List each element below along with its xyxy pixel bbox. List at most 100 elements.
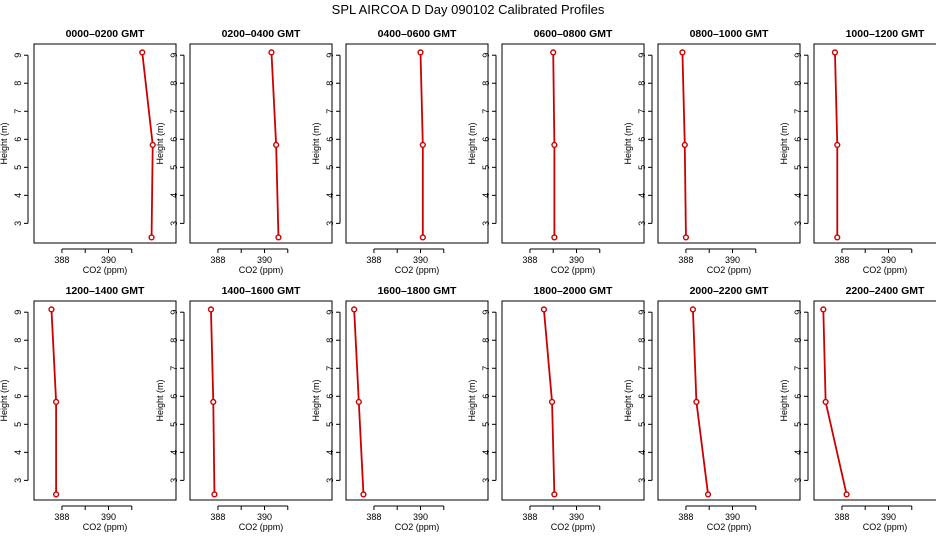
y-tick-label: 7	[637, 366, 647, 371]
y-tick-label: 3	[13, 221, 23, 226]
y-tick-label: 7	[481, 109, 491, 114]
x-axis-label: CO2 (ppm)	[707, 265, 752, 275]
y-tick-label: 5	[637, 165, 647, 170]
x-tick-label: 388	[678, 512, 693, 522]
panel-title: 0800–1000 GMT	[690, 28, 769, 40]
y-tick-label: 9	[793, 310, 803, 315]
y-axis-label: Height (m)	[467, 379, 477, 421]
data-point	[693, 398, 700, 406]
x-tick-label: 390	[257, 512, 272, 522]
y-tick-label: 9	[325, 53, 335, 58]
plot-frame	[33, 43, 177, 244]
panel-title: 1400–1600 GMT	[222, 285, 301, 297]
y-axis-label: Height (m)	[155, 379, 165, 421]
x-tick-label: 388	[678, 255, 693, 265]
y-tick-label: 4	[637, 450, 647, 455]
data-point	[551, 234, 558, 241]
panel-8: 1400–1600 GMT 3 4 5 6 7 8 9 Height (m) 388 390CO2 …	[155, 285, 333, 532]
x-axis-label: CO2 (ppm)	[395, 522, 440, 532]
y-tick-label: 6	[13, 137, 23, 142]
panel-2: 0200–0400 GMT 3 4 5 6 7 8 9 Height (m) 388 390CO2 …	[155, 28, 333, 275]
y-tick-label: 9	[481, 310, 491, 315]
y-tick-label: 8	[637, 338, 647, 343]
y-tick-label: 3	[13, 478, 23, 483]
y-tick-label: 5	[325, 422, 335, 427]
y-tick-label: 6	[481, 137, 491, 142]
y-tick-label: 3	[793, 478, 803, 483]
y-tick-label: 7	[793, 109, 803, 114]
plot-frame	[189, 300, 333, 501]
y-tick-label: 8	[793, 81, 803, 86]
panel-title: 1000–1200 GMT	[846, 28, 925, 40]
y-tick-label: 8	[13, 338, 23, 343]
y-tick-label: 3	[169, 478, 179, 483]
data-point	[355, 398, 362, 406]
x-tick-label: 390	[725, 512, 740, 522]
y-tick-label: 3	[793, 221, 803, 226]
y-tick-label: 8	[169, 81, 179, 86]
y-tick-label: 7	[169, 109, 179, 114]
y-tick-label: 7	[325, 109, 335, 114]
y-tick-label: 4	[169, 193, 179, 198]
y-tick-label: 6	[169, 394, 179, 399]
y-tick-label: 3	[325, 478, 335, 483]
y-tick-label: 6	[13, 394, 23, 399]
y-tick-label: 3	[481, 221, 491, 226]
data-point	[551, 141, 558, 149]
y-axis-label: Height (m)	[779, 379, 789, 421]
plot-frame	[657, 300, 801, 501]
data-point	[139, 49, 146, 56]
y-tick-label: 6	[169, 137, 179, 142]
y-tick-label: 5	[793, 422, 803, 427]
y-tick-label: 3	[637, 221, 647, 226]
data-point	[540, 306, 548, 313]
x-tick-label: 388	[54, 512, 69, 522]
y-tick-label: 5	[637, 422, 647, 427]
data-point	[417, 49, 424, 56]
x-tick-label: 390	[413, 512, 428, 522]
y-tick-label: 4	[13, 450, 23, 455]
y-tick-label: 3	[637, 478, 647, 483]
y-axis-label: Height (m)	[623, 379, 633, 421]
x-tick-label: 390	[881, 512, 896, 522]
y-tick-label: 9	[169, 53, 179, 58]
x-tick-label: 388	[210, 512, 225, 522]
y-tick-label: 4	[169, 450, 179, 455]
data-point	[822, 398, 829, 406]
y-tick-label: 5	[793, 165, 803, 170]
y-tick-label: 5	[13, 165, 23, 170]
plot-frame	[813, 300, 936, 501]
panel-10: 1800–2000 GMT 3 4 5 6 7 8 9 Height (m) 388 390CO2 …	[467, 285, 645, 532]
data-point	[211, 491, 218, 498]
plot-frame	[33, 300, 177, 501]
panel-4: 0600–0800 GMT 3 4 5 6 7 8 9 Height (m) 388 390CO2 …	[467, 28, 645, 275]
plot-frame	[813, 43, 936, 244]
plot-frame	[345, 43, 489, 244]
panel-title: 0600–0800 GMT	[534, 28, 613, 40]
y-tick-label: 5	[481, 422, 491, 427]
panel-title: 0400–0600 GMT	[378, 28, 457, 40]
x-tick-label: 388	[834, 255, 849, 265]
x-tick-label: 390	[101, 255, 116, 265]
data-point	[419, 141, 426, 149]
x-tick-label: 388	[210, 255, 225, 265]
data-point	[275, 234, 282, 241]
y-tick-label: 7	[637, 109, 647, 114]
y-tick-label: 4	[325, 193, 335, 198]
panel-1: 0000–0200 GMT 3 4 5 6 7 8 9 Height (m) 388 390CO2 …	[0, 28, 177, 275]
y-tick-label: 6	[325, 394, 335, 399]
y-tick-label: 9	[325, 310, 335, 315]
y-tick-label: 4	[481, 450, 491, 455]
x-axis-label: CO2 (ppm)	[863, 265, 908, 275]
data-point	[210, 398, 217, 406]
y-tick-label: 8	[325, 81, 335, 86]
data-point	[820, 306, 827, 313]
y-axis-label: Height (m)	[623, 122, 633, 164]
panel-title: 1600–1800 GMT	[378, 285, 457, 297]
y-tick-label: 6	[793, 394, 803, 399]
panel-title: 0000–0200 GMT	[66, 28, 145, 40]
y-tick-label: 6	[793, 137, 803, 142]
data-point	[360, 491, 367, 498]
y-tick-label: 5	[325, 165, 335, 170]
y-tick-label: 9	[481, 53, 491, 58]
